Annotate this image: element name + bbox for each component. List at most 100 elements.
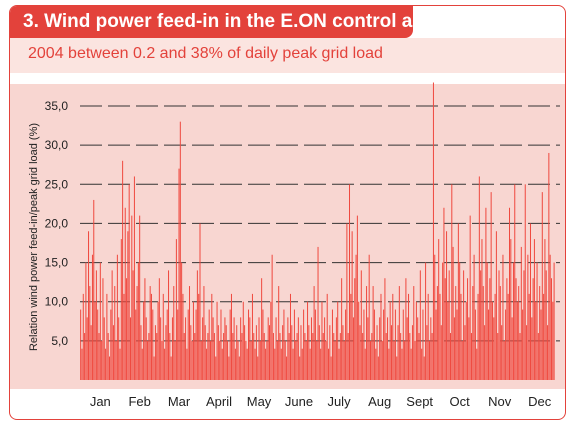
- bar: [535, 301, 537, 380]
- bar: [128, 184, 130, 380]
- bar: [448, 270, 450, 380]
- bar: [413, 286, 415, 380]
- bar: [97, 309, 99, 380]
- bar: [88, 231, 90, 380]
- bar: [371, 333, 373, 380]
- y-tick-label: 20,0: [45, 216, 69, 230]
- bar: [372, 286, 374, 380]
- bar: [168, 270, 170, 380]
- bar: [547, 325, 549, 380]
- bar: [219, 340, 221, 380]
- bar: [444, 278, 446, 380]
- x-tick-label: June: [285, 394, 313, 409]
- bar: [515, 278, 517, 380]
- bar: [439, 293, 441, 380]
- bar: [288, 333, 290, 380]
- bar: [84, 333, 86, 380]
- bar: [296, 333, 298, 380]
- bar: [397, 325, 399, 380]
- bar: [183, 333, 185, 380]
- bar: [438, 239, 440, 380]
- bar: [209, 340, 211, 380]
- bar: [519, 333, 521, 380]
- bar: [379, 317, 381, 380]
- bar: [324, 317, 326, 380]
- bar: [388, 348, 390, 380]
- bar: [474, 309, 476, 380]
- bar: [459, 262, 461, 380]
- x-tick-label: Jan: [90, 394, 111, 409]
- bar: [484, 325, 486, 380]
- bar: [276, 340, 278, 380]
- bar: [126, 278, 128, 380]
- bar: [177, 309, 179, 380]
- bar: [157, 301, 159, 380]
- bar: [359, 325, 361, 380]
- bar: [106, 293, 108, 380]
- bar: [305, 340, 307, 380]
- bar: [171, 317, 173, 380]
- bar: [356, 215, 358, 380]
- bar: [208, 309, 210, 380]
- bar: [143, 301, 145, 380]
- bar: [383, 309, 385, 380]
- bar: [537, 333, 539, 380]
- bar: [94, 301, 96, 380]
- x-tick-label: May: [247, 394, 272, 409]
- bar: [334, 340, 336, 380]
- bar: [465, 301, 467, 380]
- bar: [335, 317, 337, 380]
- bar: [476, 348, 478, 380]
- bar: [304, 333, 306, 380]
- bar: [238, 356, 240, 380]
- x-tick-label: Aug: [368, 394, 391, 409]
- bar: [271, 254, 273, 380]
- bar: [485, 207, 487, 380]
- bar: [227, 340, 229, 380]
- bar: [411, 325, 413, 380]
- bar: [396, 356, 398, 380]
- bar: [553, 262, 555, 380]
- x-tick-label: Oct: [450, 394, 471, 409]
- x-tick-label: Feb: [128, 394, 150, 409]
- bar: [187, 309, 189, 380]
- bar: [246, 348, 248, 380]
- bar: [380, 293, 382, 380]
- bar: [331, 309, 333, 380]
- bar: [501, 325, 503, 380]
- bar: [398, 286, 400, 380]
- bar: [435, 309, 437, 380]
- bar: [120, 239, 122, 380]
- bar: [511, 317, 513, 380]
- bar: [232, 333, 234, 380]
- bar: [152, 309, 154, 380]
- bar: [98, 333, 100, 380]
- bar: [190, 325, 192, 380]
- bar: [223, 333, 225, 380]
- bar: [330, 356, 332, 380]
- bar: [280, 348, 282, 380]
- bar: [90, 325, 92, 380]
- y-tick-label: 35,0: [45, 99, 69, 113]
- bar: [156, 333, 158, 380]
- bar: [295, 340, 297, 380]
- bar: [257, 356, 259, 380]
- bar: [189, 286, 191, 380]
- bar: [342, 325, 344, 380]
- bar: [206, 348, 208, 380]
- bar: [127, 231, 129, 380]
- bar: [404, 340, 406, 380]
- bar: [354, 278, 356, 380]
- bar: [270, 301, 272, 380]
- bar: [369, 340, 371, 380]
- bar: [431, 333, 433, 380]
- bar: [360, 270, 362, 380]
- bar: [255, 325, 257, 380]
- bar: [150, 293, 152, 380]
- bar: [545, 270, 547, 380]
- bar: [291, 325, 293, 380]
- bar: [254, 348, 256, 380]
- bar: [352, 317, 354, 380]
- bar: [241, 333, 243, 380]
- bar: [236, 325, 238, 380]
